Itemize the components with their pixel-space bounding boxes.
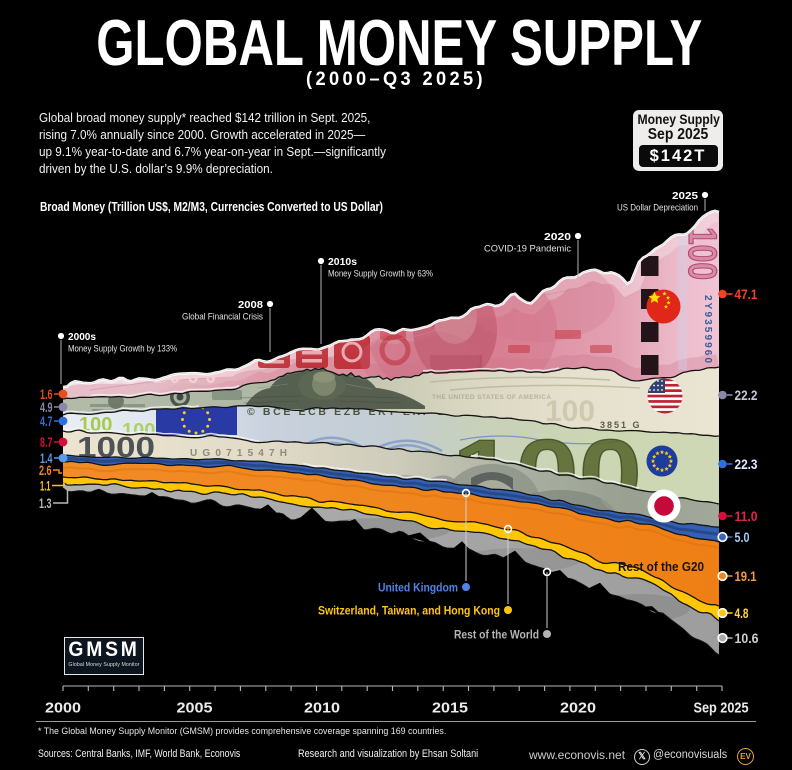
svg-text:4.8: 4.8: [735, 606, 749, 621]
svg-text:100: 100: [680, 227, 724, 280]
svg-text:United Kingdom: United Kingdom: [378, 582, 458, 594]
svg-text:8.7: 8.7: [40, 435, 53, 450]
svg-text:100: 100: [545, 395, 595, 428]
svg-text:3851 G: 3851 G: [600, 420, 642, 430]
svg-text:Global Financial Crisis: Global Financial Crisis: [182, 312, 263, 322]
svg-text:Money Supply Growth by 63%: Money Supply Growth by 63%: [328, 269, 433, 279]
svg-text:2Y9359960: 2Y9359960: [702, 295, 713, 363]
svg-text:5.0: 5.0: [735, 530, 750, 545]
svg-text:2000s: 2000s: [68, 331, 96, 343]
svg-text:2010: 2010: [304, 700, 340, 717]
svg-text:UG071547H: UG071547H: [190, 448, 287, 459]
svg-text:4.9: 4.9: [40, 400, 53, 415]
svg-text:2020: 2020: [560, 700, 596, 717]
svg-text:COVID-19 Pandemic: COVID-19 Pandemic: [484, 244, 571, 254]
svg-text:1.1: 1.1: [40, 478, 51, 493]
svg-text:11.0: 11.0: [735, 509, 758, 524]
svg-text:2005: 2005: [177, 700, 213, 717]
svg-text:47.1: 47.1: [735, 287, 758, 302]
svg-text:Rest of the G20: Rest of the G20: [618, 559, 704, 574]
svg-text:2020: 2020: [544, 231, 571, 243]
svg-text:22.3: 22.3: [735, 457, 758, 472]
svg-text:US Dollar Depreciation: US Dollar Depreciation: [617, 203, 698, 213]
svg-text:2000: 2000: [45, 700, 81, 717]
svg-text:2015: 2015: [432, 700, 468, 717]
svg-text:19.1: 19.1: [735, 569, 757, 584]
svg-text:Rest of the World: Rest of the World: [454, 629, 539, 641]
svg-text:2010s: 2010s: [328, 256, 357, 268]
svg-text:22.2: 22.2: [735, 388, 758, 403]
svg-text:THE UNITED STATES OF AMERICA: THE UNITED STATES OF AMERICA: [432, 394, 551, 401]
svg-text:1.4: 1.4: [40, 451, 53, 466]
svg-text:4.7: 4.7: [40, 414, 53, 429]
svg-text:2025: 2025: [672, 190, 698, 202]
svg-text:10.6: 10.6: [735, 631, 759, 646]
svg-text:Sep 2025: Sep 2025: [694, 700, 749, 717]
svg-text:2.6: 2.6: [39, 463, 52, 478]
svg-text:1.6: 1.6: [40, 387, 53, 402]
svg-text:1.3: 1.3: [39, 496, 52, 511]
svg-text:Switzerland, Taiwan, and Hong: Switzerland, Taiwan, and Hong Kong: [318, 605, 500, 617]
svg-text:2008: 2008: [238, 299, 263, 311]
svg-text:Money Supply Growth by 133%: Money Supply Growth by 133%: [68, 344, 177, 354]
